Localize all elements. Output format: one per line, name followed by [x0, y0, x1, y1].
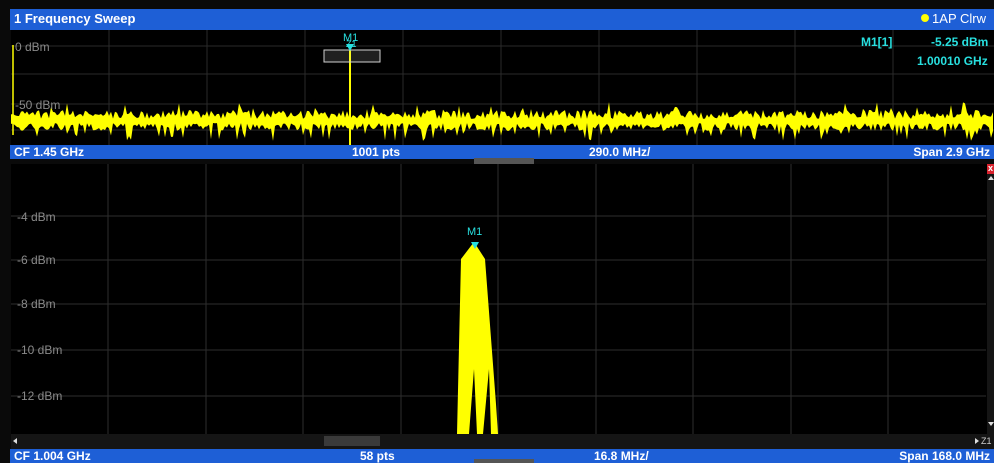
- trace-dot-icon: [921, 14, 930, 22]
- y-label-4: -12 dBm: [17, 389, 63, 403]
- horizontal-scroll-thumb[interactable]: [324, 436, 380, 446]
- scroll-down-arrow-icon[interactable]: [988, 422, 994, 426]
- span-value: Span 2.9 GHz: [913, 145, 990, 159]
- bottom-splitter-handle[interactable]: [474, 459, 534, 463]
- point-count: 58 pts: [360, 449, 395, 463]
- scroll-right-arrow-icon[interactable]: [975, 438, 979, 444]
- overview-sweep-panel[interactable]: 0 dBm -50 dBm M1 Z1 M1[1] -5.25 dBm 1.00…: [11, 30, 994, 145]
- trace-label: 1AP Clrw: [932, 11, 986, 26]
- zoomed-trace-shape: [457, 242, 498, 434]
- zoom-window-rect: [323, 49, 381, 63]
- zoom-indicator: Z1: [981, 436, 992, 446]
- marker-readout-level: -5.25 dBm: [931, 35, 989, 49]
- y-label-1: -6 dBm: [17, 253, 56, 267]
- vertical-scrollbar[interactable]: x: [987, 164, 994, 434]
- scroll-up-arrow-icon[interactable]: [988, 176, 994, 180]
- point-count: 1001 pts: [352, 145, 401, 159]
- marker-zoom-label: Z1: [346, 39, 357, 49]
- trace-indicator[interactable]: 1AP Clrw: [921, 11, 986, 26]
- y-label-0: 0 dBm: [15, 40, 50, 54]
- zoomed-footer: CF 1.004 GHz 58 pts 16.8 MHz/ Span 168.0…: [10, 449, 994, 463]
- window-title: 1 Frequency Sweep: [14, 11, 136, 26]
- close-icon[interactable]: x: [987, 164, 994, 174]
- center-frequency: CF 1.45 GHz: [14, 145, 85, 159]
- horizontal-scrollbar[interactable]: Z1: [11, 434, 994, 449]
- marker-readout-freq: 1.00010 GHz: [917, 54, 988, 68]
- scroll-left-arrow-icon[interactable]: [13, 438, 17, 444]
- span-value: Span 168.0 MHz: [899, 449, 990, 463]
- y-label-1: -50 dBm: [15, 98, 61, 112]
- overview-footer: CF 1.45 GHz 1001 pts 290.0 MHz/ Span 2.9…: [10, 145, 994, 159]
- marker-readout-name: M1[1]: [861, 35, 893, 49]
- marker-label: M1: [343, 32, 359, 44]
- y-label-3: -10 dBm: [17, 343, 63, 357]
- center-frequency: CF 1.004 GHz: [14, 449, 91, 463]
- window-title-bar[interactable]: 1 Frequency Sweep 1AP Clrw: [10, 9, 994, 30]
- overview-trace-graph: [11, 30, 994, 145]
- marker-label: M1: [467, 226, 483, 238]
- panel-splitter-handle[interactable]: [474, 158, 534, 164]
- marker-triangle-icon: [471, 242, 479, 249]
- zoomed-sweep-panel[interactable]: -4 dBm -6 dBm -8 dBm -10 dBm -12 dBm M1 …: [11, 164, 994, 449]
- freq-per-div: 16.8 MHz/: [594, 449, 649, 463]
- freq-per-div: 290.0 MHz/: [589, 145, 651, 159]
- y-label-2: -8 dBm: [17, 297, 56, 311]
- y-label-0: -4 dBm: [17, 210, 56, 224]
- zoomed-trace-graph: [11, 164, 986, 449]
- marker-triangle-icon: [346, 44, 354, 51]
- noise-floor-trace: [11, 102, 993, 141]
